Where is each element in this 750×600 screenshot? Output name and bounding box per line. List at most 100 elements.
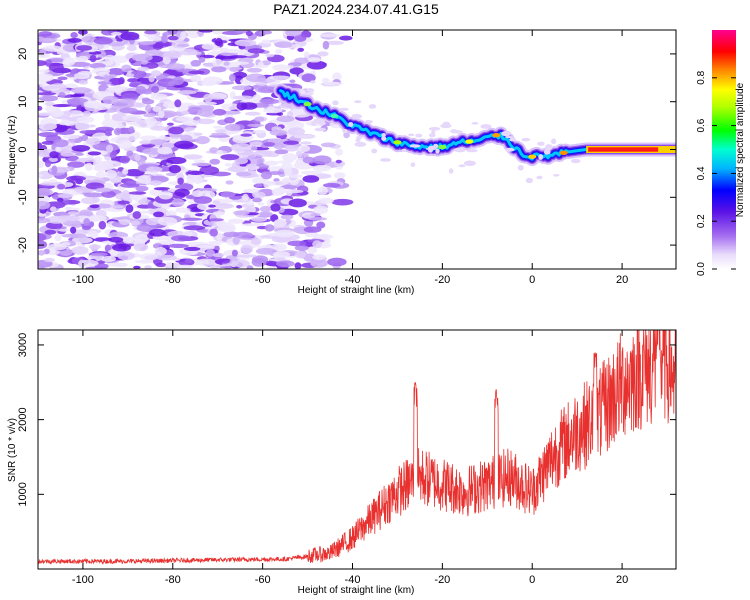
noise-blob (371, 148, 378, 154)
noise-blob (274, 149, 289, 155)
noise-blob (306, 88, 315, 93)
noise-blob (110, 31, 123, 36)
noise-blob (81, 134, 89, 142)
noise-blob (229, 67, 240, 73)
noise-blob (51, 165, 58, 175)
noise-blob (48, 157, 58, 163)
noise-blob (408, 133, 415, 137)
noise-blob (93, 37, 113, 45)
noise-blob (105, 262, 127, 267)
noise-blob (288, 198, 307, 208)
spectrogram-x-tick-label: -80 (165, 274, 181, 286)
noise-blob (427, 146, 434, 153)
noise-blob (332, 100, 339, 106)
noise-blob (191, 162, 211, 167)
snr-x-tick-label: -40 (345, 574, 361, 586)
spectrogram-x-tick-label: -60 (255, 274, 271, 286)
noise-blob (75, 152, 84, 156)
ridge-strong-band (588, 147, 659, 152)
noise-blob (220, 222, 235, 232)
noise-blob (505, 147, 515, 152)
ridge-hotspot (528, 154, 537, 159)
noise-blob (351, 113, 362, 120)
noise-blob (231, 85, 252, 91)
noise-blob (266, 266, 277, 269)
noise-blob (94, 263, 109, 269)
noise-blob (183, 154, 203, 160)
noise-blob (152, 42, 164, 50)
noise-blob (117, 251, 135, 261)
noise-blob (149, 139, 168, 146)
noise-blob (81, 225, 92, 231)
snr-y-tick-label: 1000 (17, 482, 29, 506)
noise-blob (122, 114, 143, 122)
noise-blob (102, 95, 119, 105)
noise-blob (118, 77, 125, 85)
noise-blob (212, 58, 223, 67)
noise-blob (303, 226, 322, 233)
noise-blob (218, 47, 229, 52)
colorbar-ticks: 0.0 0.2 0.4 0.6 0.8 (696, 70, 736, 276)
noise-blob (192, 175, 204, 185)
noise-blob (38, 53, 51, 59)
noise-blob (208, 204, 216, 208)
noise-blob (428, 126, 441, 131)
noise-blob (249, 222, 265, 226)
noise-blob (289, 67, 304, 75)
noise-blob (120, 31, 140, 41)
noise-blob (312, 240, 322, 249)
noise-blob (252, 94, 262, 103)
noise-blob (435, 148, 440, 154)
noise-blob (105, 169, 117, 179)
noise-blob (102, 208, 116, 212)
noise-blob (265, 171, 285, 175)
noise-blob (38, 31, 53, 37)
snr-y-label: SNR (10 * v/v) (7, 418, 18, 482)
noise-blob (307, 246, 318, 254)
noise-blob (209, 147, 219, 154)
noise-blob (480, 124, 492, 129)
noise-blob (98, 80, 113, 85)
noise-blob (227, 165, 247, 173)
noise-blob (294, 251, 307, 259)
noise-blob (89, 204, 100, 209)
noise-blob (307, 216, 328, 221)
noise-blob (319, 33, 341, 38)
noise-blob (163, 50, 183, 59)
noise-blob (234, 39, 257, 47)
noise-blob (221, 103, 241, 110)
noise-blob (128, 126, 135, 133)
noise-blob (56, 183, 66, 190)
noise-blob (212, 252, 225, 258)
ridge-hotspot (492, 132, 501, 138)
noise-blob (196, 258, 217, 267)
noise-blob (544, 144, 553, 151)
ridge-hotspot (559, 150, 568, 156)
noise-blob (56, 116, 71, 120)
noise-blob (68, 215, 78, 221)
noise-blob (185, 258, 193, 264)
noise-blob (129, 193, 139, 201)
noise-blob (41, 140, 56, 145)
noise-blob (158, 191, 173, 200)
snr-ticks: -100 -80 -60 -40 -20 0 20 1000 2000 3000 (17, 330, 676, 586)
noise-blob (259, 211, 273, 217)
noise-blob (409, 144, 421, 148)
colorbar-tick-label: 0.4 (696, 166, 707, 180)
noise-blob (95, 126, 115, 132)
noise-blob (264, 224, 275, 232)
noise-blob (282, 153, 298, 162)
noise-blob (252, 129, 266, 134)
noise-blob (177, 177, 184, 185)
noise-blob (57, 193, 74, 198)
noise-blob (448, 168, 454, 174)
noise-blob (68, 138, 76, 142)
noise-blob (174, 99, 182, 108)
noise-blob (150, 125, 168, 131)
noise-blob (105, 144, 114, 153)
noise-blob (343, 131, 350, 139)
noise-blob (118, 98, 136, 104)
noise-blob (76, 116, 95, 124)
noise-blob (323, 81, 343, 86)
